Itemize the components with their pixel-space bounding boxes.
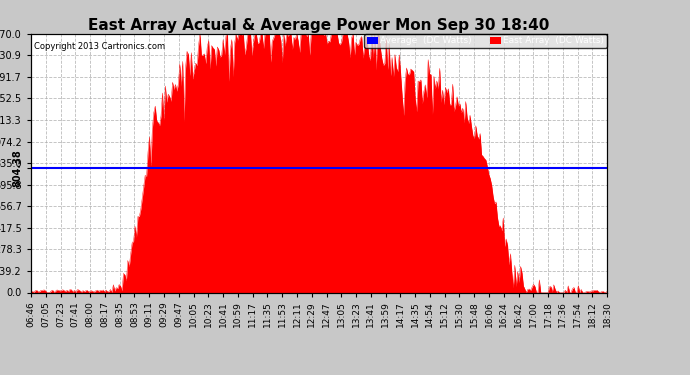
Legend: Average  (DC Watts), East Array  (DC Watts): Average (DC Watts), East Array (DC Watts… <box>364 34 607 48</box>
Title: East Array Actual & Average Power Mon Sep 30 18:40: East Array Actual & Average Power Mon Se… <box>88 18 550 33</box>
Text: Copyright 2013 Cartronics.com: Copyright 2013 Cartronics.com <box>34 42 165 51</box>
